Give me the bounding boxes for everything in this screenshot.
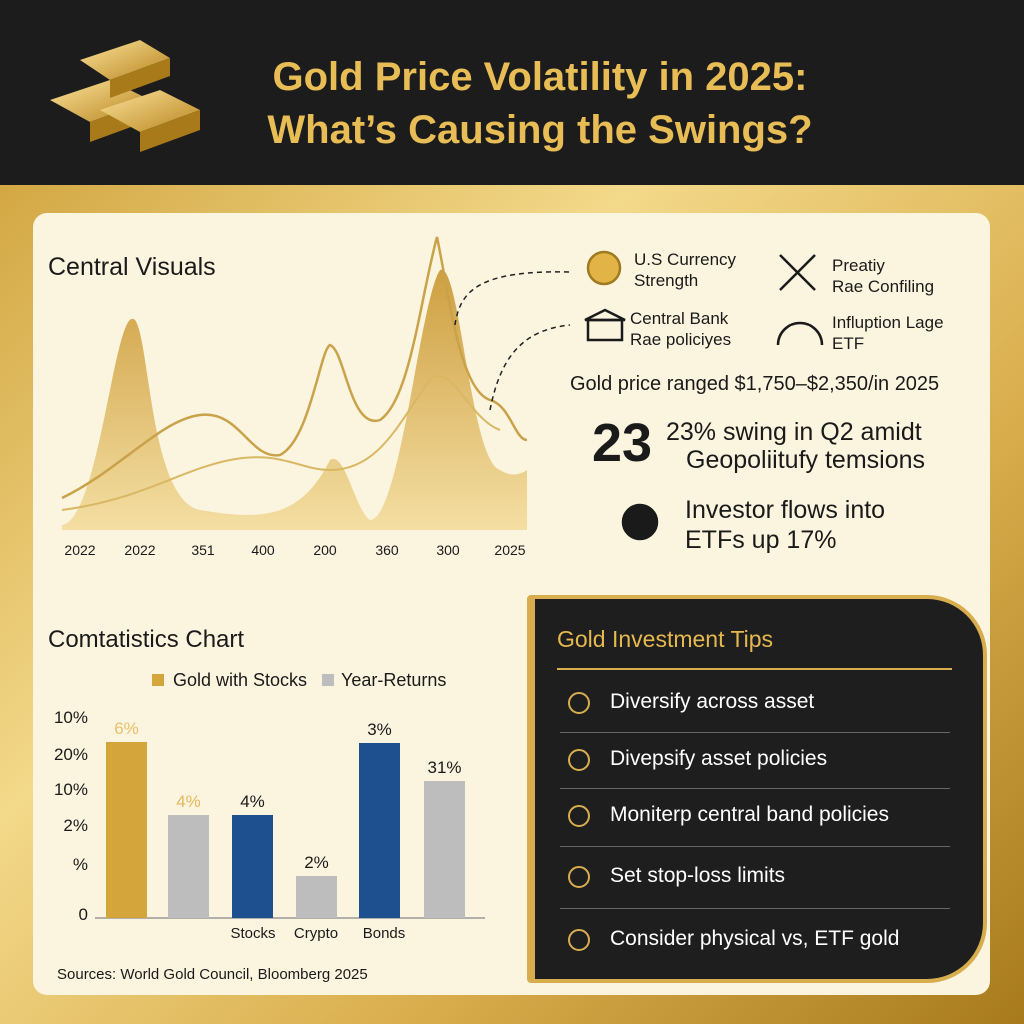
flows-text: ETFs up 17%: [685, 526, 837, 554]
x-label: 2025: [494, 542, 526, 558]
bar-label: 4%: [176, 792, 201, 811]
central-visual-curves: [61, 236, 571, 530]
y-label: 2%: [63, 816, 88, 835]
bar: [232, 815, 273, 918]
x-label: 400: [251, 542, 275, 558]
bars: [106, 742, 465, 918]
y-label: 20%: [53, 745, 88, 764]
header: [0, 0, 1024, 185]
flows-text: Investor flows into: [685, 496, 886, 524]
tip: Consider physical vs, ETF gold: [610, 927, 900, 950]
x-label: 200: [313, 542, 337, 558]
bar-label: 3%: [367, 720, 392, 739]
price-range: Gold price ranged $1,750–$2,350/in 2025: [570, 373, 940, 395]
x-label: Crypto: [293, 925, 339, 942]
bar-label: 2%: [304, 853, 329, 872]
tip-separator: [560, 908, 950, 909]
tip-separator: [560, 732, 950, 733]
factor-label: Rae Confiling: [832, 277, 935, 296]
tips-title: Gold Investment Tips: [557, 626, 774, 652]
y-label: 10%: [53, 708, 88, 727]
section-title: Central Visuals: [48, 253, 216, 281]
x-label: 2022: [64, 542, 96, 558]
source: Sources: World Gold Council, Bloomberg 2…: [57, 966, 368, 983]
swing-text: 23% swing in Q2 amidt: [666, 418, 922, 446]
bar-label: 31%: [427, 758, 462, 777]
x-label: 2022: [124, 542, 156, 558]
x-label: 360: [375, 542, 399, 558]
tips-card: [527, 595, 987, 983]
tip: Moniterp central band policies: [610, 803, 889, 826]
swing-text: Geopoliitufy temsions: [686, 446, 926, 474]
chart-baseline: [95, 674, 485, 919]
bar-label: 6%: [114, 719, 139, 738]
factor-label: Rae policiyes: [630, 330, 732, 349]
bar: [168, 815, 209, 918]
tip-separator: [560, 788, 950, 789]
factor-label: ETF: [832, 334, 865, 353]
x-label: 351: [191, 542, 215, 558]
factor-label: Preatiy: [832, 256, 885, 275]
tip-icon: [568, 749, 590, 771]
tip-icon: [568, 929, 590, 951]
x-label: Stocks: [230, 925, 276, 942]
factor-label: Influption Lage: [832, 313, 944, 332]
factor-icons: [584, 250, 824, 541]
y-label: %: [72, 855, 88, 874]
factor-label: U.S Currency: [634, 250, 737, 269]
legend-label: Year-Returns: [341, 670, 447, 690]
tip: Divepsify asset policies: [610, 747, 828, 770]
x-label: 300: [436, 542, 460, 558]
legend-label: Gold with Stocks: [173, 670, 308, 690]
bar: [424, 781, 465, 918]
swing-number: 23: [592, 413, 653, 473]
chart-title: Comtatistics Chart: [48, 626, 245, 653]
title: Gold Price Volatility in 2025:: [272, 55, 808, 99]
gold-bars-icon: [50, 40, 200, 152]
tip-icon: [568, 866, 590, 888]
bar: [106, 742, 147, 918]
x-label: Bonds: [362, 925, 406, 942]
tip: Diversify across asset: [610, 690, 815, 713]
factor-label: Strength: [634, 271, 699, 290]
y-label: 0: [78, 905, 88, 924]
tip-separator: [560, 846, 950, 847]
title: What’s Causing the Swings?: [267, 108, 813, 152]
tip-icon: [568, 692, 590, 714]
y-label: 10%: [53, 780, 88, 799]
bar-label: 4%: [240, 792, 265, 811]
bar: [359, 743, 400, 918]
tips-underline: [557, 668, 952, 670]
tip-icon: [568, 805, 590, 827]
tip: Set stop-loss limits: [610, 864, 786, 887]
bar: [296, 876, 337, 918]
factor-label: Central Bank: [630, 309, 729, 328]
